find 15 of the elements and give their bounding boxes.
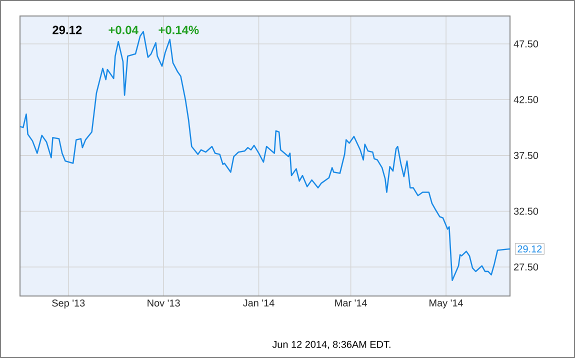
y-tick-label: 47.50	[514, 40, 538, 48]
text: 29.12	[52, 26, 82, 34]
annotation: +0.14%	[158, 26, 199, 34]
annotation: 29.12	[518, 245, 542, 252]
x-tick-label: Jan '14	[243, 300, 274, 306]
y-tick-label: 32.50	[514, 208, 538, 215]
x-tick-label: May '14	[430, 300, 464, 308]
annotation: +0.04	[108, 26, 138, 34]
x-tick-label: Mar '14	[335, 300, 367, 306]
x-tick-label: Sep '13	[52, 300, 85, 309]
y-tick-label: 42.50	[514, 96, 538, 104]
x-tick-label: Nov '13	[148, 300, 180, 307]
y-tick-label: 37.50	[514, 152, 538, 159]
text: Jun 12 2014, 8:36AM EDT.	[272, 340, 390, 350]
y-tick-label: 27.50	[514, 263, 538, 271]
